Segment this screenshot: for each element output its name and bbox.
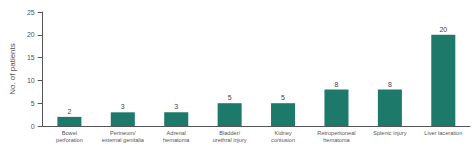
svg-text:2: 2 (67, 108, 71, 115)
svg-text:10: 10 (27, 77, 35, 84)
svg-text:3: 3 (121, 103, 125, 110)
svg-text:Bladder/: Bladder/ (219, 130, 240, 136)
svg-text:Adrenal: Adrenal (167, 130, 186, 136)
svg-text:3: 3 (174, 103, 178, 110)
svg-text:contusion: contusion (271, 137, 295, 143)
svg-text:Perineum/: Perineum/ (110, 130, 136, 136)
svg-text:external genitalia: external genitalia (102, 137, 145, 143)
svg-text:8: 8 (388, 81, 392, 88)
svg-text:5: 5 (228, 94, 232, 101)
svg-text:5: 5 (31, 100, 35, 107)
svg-text:Liver laceration: Liver laceration (424, 130, 462, 136)
svg-text:Retroperitoneal: Retroperitoneal (317, 130, 355, 136)
svg-text:urethral injury: urethral injury (213, 137, 247, 143)
svg-text:5: 5 (281, 94, 285, 101)
svg-text:20: 20 (439, 26, 447, 33)
svg-text:Splenic injury: Splenic injury (373, 130, 406, 136)
svg-text:25: 25 (27, 9, 35, 16)
svg-text:No. of patients: No. of patients (8, 43, 17, 95)
svg-text:8: 8 (335, 81, 339, 88)
svg-text:hematoma: hematoma (163, 137, 190, 143)
svg-text:15: 15 (27, 54, 35, 61)
svg-text:Kidney: Kidney (274, 130, 291, 136)
svg-text:perforation: perforation (56, 137, 83, 143)
svg-text:0: 0 (31, 123, 35, 130)
svg-text:Bowel: Bowel (62, 130, 77, 136)
svg-text:hematoma: hematoma (323, 137, 350, 143)
svg-text:20: 20 (27, 31, 35, 38)
